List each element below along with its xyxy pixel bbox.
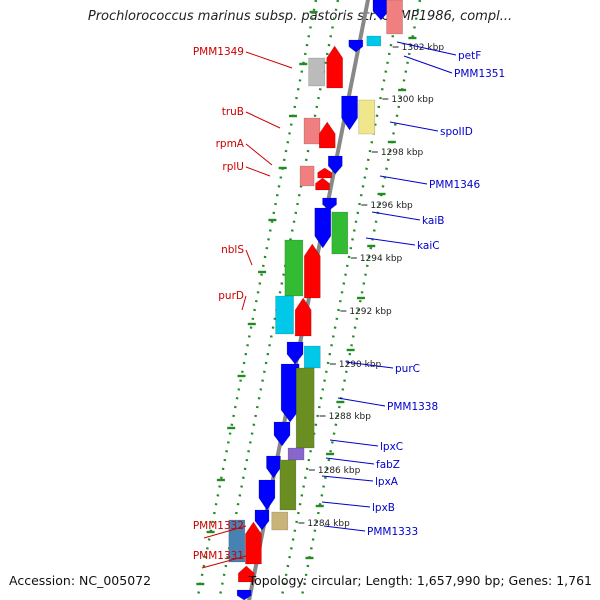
gene-petf-cyan [366, 35, 382, 47]
gene-bottom-arrow [236, 589, 252, 600]
gene-purc-cyan [303, 345, 321, 369]
gene-fabz-purple [287, 447, 305, 461]
scale-tick-label: 1296 kbp [370, 201, 413, 211]
map-title: Prochlorococcus marinus subsp. pastoris … [87, 9, 513, 24]
gene-label-left: nblS [221, 244, 244, 256]
leader-line-left [241, 295, 247, 311]
gene-label-right: lpxA [375, 476, 399, 488]
gene-lpxa-arrow [266, 455, 281, 479]
scale-tick-label: 1292 kbp [349, 307, 392, 317]
scale-tick-label: 1288 kbp [329, 412, 372, 422]
gene-lpxc-arrow [273, 421, 291, 447]
leader-line-left [245, 143, 273, 166]
gene-label-right: kaiB [422, 215, 444, 227]
gene-nbls-green [284, 239, 304, 297]
gene-label-right: kaiC [417, 240, 440, 252]
gene-kaib-arrow [322, 197, 337, 211]
gene-pmm1331-arrow [237, 565, 255, 583]
gene-purd-arrow [294, 297, 312, 337]
leader-line-right [371, 211, 421, 221]
scale-tick-label: 1298 kbp [381, 148, 424, 158]
gene-top-pink [386, 0, 403, 35]
gene-label-right: spoIID [440, 126, 473, 138]
gene-kaic-green [331, 211, 349, 255]
scale-tick-label: 1290 kbp [339, 360, 382, 370]
gene-rplu-arrow2 [315, 177, 330, 191]
gene-trub-arrow [318, 121, 336, 149]
gene-label-left: truB [222, 106, 244, 118]
gene-top-arrow-a [372, 0, 390, 21]
leader-line-right [396, 41, 457, 56]
gene-label-right: lpxB [372, 502, 395, 514]
gene-pmm1349-arrow [326, 45, 343, 89]
gene-label-left: PMM1349 [193, 46, 244, 58]
leader-line-left [245, 111, 281, 129]
leader-line-right [389, 121, 439, 132]
gene-pmm1338-olive [295, 367, 315, 449]
gene-label-left: PMM1331 [193, 550, 244, 562]
gene-trub-pink [303, 117, 321, 145]
gene-pmm1333-tan [271, 511, 289, 531]
gene-purc-arrow [286, 341, 304, 365]
topology-text: Topology: circular; Length: 1,657,990 bp… [248, 573, 592, 588]
gene-purd-cyan [275, 295, 294, 335]
gene-pmm1346-arrow [327, 155, 343, 175]
gene-pmm1338-arrow [280, 363, 300, 423]
leader-line-right [329, 439, 379, 447]
scale-tick-label: 1284 kbp [307, 519, 350, 529]
gene-label-right: purC [395, 363, 420, 375]
leader-line-right [323, 525, 366, 532]
gene-lpxb-arrow [258, 479, 276, 511]
gene-label-right: lpxC [380, 441, 403, 453]
gene-label-right: PMM1333 [367, 526, 418, 538]
gene-label-right: PMM1351 [454, 68, 505, 80]
gene-spoiid-yellow [358, 99, 376, 135]
gene-rpma-pink [299, 165, 315, 187]
gene-pmm1332-arrow [245, 521, 262, 565]
gene-pmm1349-gray [308, 57, 325, 87]
leader-line-left [245, 249, 253, 266]
leader-line-right [379, 175, 428, 185]
gene-label-right: PMM1338 [387, 401, 438, 413]
gene-nbls-arrow [303, 243, 321, 299]
gene-label-right: PMM1346 [429, 179, 480, 191]
gene-kaic-arrow [314, 207, 332, 249]
gene-label-left: PMM1332 [193, 520, 244, 532]
leader-line-left [245, 166, 271, 177]
leader-line-right [345, 361, 394, 369]
gene-label-left: rpmA [216, 138, 245, 150]
leader-line-right [321, 475, 374, 482]
gene-rplu-arrow [317, 167, 332, 179]
scale-tick-label: 1286 kbp [318, 466, 361, 476]
gene-label-left: rplU [222, 161, 244, 173]
leader-line-right [321, 501, 371, 508]
gene-label-right: fabZ [376, 459, 400, 471]
gene-lpxa-olive [279, 459, 297, 511]
gene-label-right: petF [458, 50, 481, 62]
gene-pmm1332-steel [228, 519, 246, 563]
leader-line-left [245, 51, 293, 69]
leader-line-left [203, 525, 247, 539]
leader-line-right [337, 397, 386, 407]
gene-spoiid-arrow [341, 95, 358, 131]
leader-line-right [365, 237, 416, 246]
gene-pmm1333-arrow [254, 509, 270, 531]
scale-tick-label: 1294 kbp [360, 254, 403, 264]
leader-line-left [201, 555, 247, 569]
gene-pmm1351-arrow [348, 39, 364, 53]
leader-line-right [325, 457, 375, 465]
gene-label-left: purD [218, 290, 244, 302]
leader-line-right [403, 55, 453, 74]
scale-tick-label: 1300 kbp [391, 95, 434, 105]
accession-text: Accession: NC_005072 [9, 573, 152, 588]
